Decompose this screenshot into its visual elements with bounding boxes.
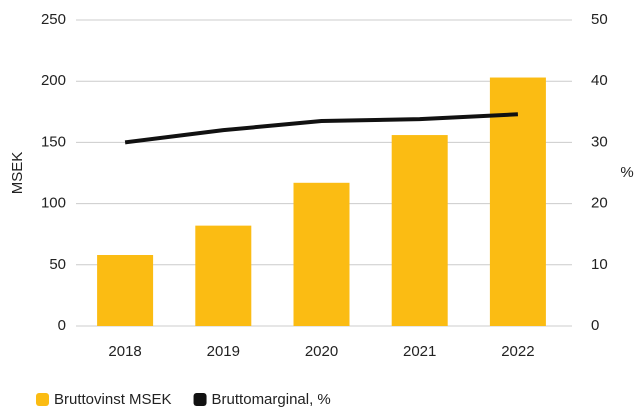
y2-tick-label: 0 [591,317,599,334]
x-tick-label: 2021 [403,343,436,360]
legend-swatch [193,393,207,406]
bar [293,182,350,326]
bar [97,255,154,326]
y-tick-label: 200 [41,72,66,89]
y-tick-label: 0 [58,317,66,334]
y2-tick-label: 30 [591,133,608,150]
y-tick-label: 150 [41,133,66,150]
y-tick-label: 250 [41,11,66,28]
x-tick-label: 2018 [108,343,141,360]
legend-label: Bruttomarginal, % [212,391,331,408]
bar [195,225,252,326]
y2-tick-label: 10 [591,256,608,273]
y2-tick-label: 20 [591,195,608,212]
x-tick-label: 2019 [207,343,240,360]
y-axis-label: MSEK [9,152,26,195]
y2-tick-label: 50 [591,11,608,28]
y-tick-label: 100 [41,195,66,212]
x-tick-label: 2020 [305,343,338,360]
legend-swatch [36,393,49,406]
y2-tick-label: 40 [591,72,608,89]
y2-axis-label: % [620,164,633,181]
bar [489,77,546,326]
x-tick-label: 2022 [501,343,534,360]
legend-label: Bruttovinst MSEK [54,391,172,408]
bar [391,135,448,326]
line [124,112,518,145]
y-tick-label: 50 [49,256,66,273]
